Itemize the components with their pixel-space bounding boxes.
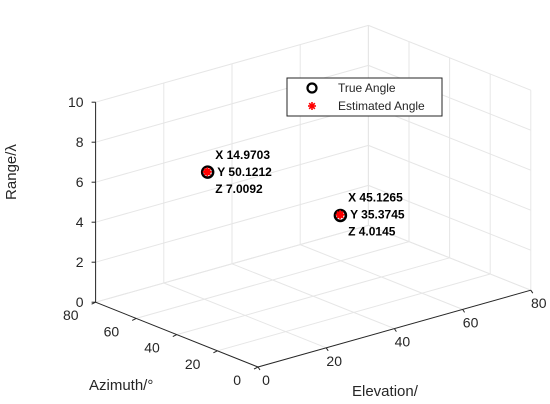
z-tick-label: 0 — [76, 294, 84, 310]
true-angle-point — [333, 208, 348, 223]
data-label-y: Y 35.3745 — [350, 208, 405, 222]
legend-estimated-label: Estimated Angle — [338, 99, 425, 113]
data-label-y: Y 50.1212 — [217, 165, 272, 179]
y-tick-label: 20 — [185, 356, 201, 372]
data-points — [200, 165, 348, 223]
legend-estimated-marker — [308, 102, 316, 110]
legend: True Angle Estimated Angle — [286, 77, 443, 117]
x-tick-mark — [257, 366, 261, 371]
data-label-z: Z 7.0092 — [215, 182, 263, 196]
z-tick-label: 2 — [76, 254, 84, 270]
z-tick-label: 8 — [76, 134, 84, 150]
x-tick-label: 0 — [262, 372, 270, 388]
x-tick-mark — [530, 289, 534, 294]
grid-line-back-z — [95, 144, 369, 223]
grid-line-side-z — [368, 224, 531, 291]
z-tick-label: 10 — [68, 94, 84, 110]
x-tick-mark — [462, 309, 466, 313]
estimated-angle-point — [335, 210, 345, 220]
grid-line-floor-y — [217, 273, 491, 352]
estimated-angle-point — [202, 167, 212, 177]
x-tick-label: 80 — [531, 295, 547, 311]
y-tick-label: 60 — [104, 323, 120, 339]
z-tick-label: 6 — [76, 174, 84, 190]
grid-line-floor-y — [176, 257, 450, 336]
legend-true-label: True Angle — [338, 81, 396, 95]
y-tick-mark — [172, 334, 178, 338]
grid-line-back-z — [95, 184, 369, 263]
grid-line-back-z — [95, 24, 369, 103]
grid-line-floor-y — [136, 241, 410, 319]
asterisk-stroke — [203, 168, 212, 176]
x-tick-mark — [325, 347, 329, 352]
grid-line-side-z — [368, 184, 531, 251]
legend-true-marker — [306, 82, 318, 94]
data-annotations: X 14.9703 Y 50.1212 Z 7.0092 X 45.1265 Y 35.… — [215, 148, 405, 239]
grid-line-back-z — [95, 224, 369, 303]
grid-line-back-z — [95, 104, 369, 183]
x-tick-label: 40 — [395, 334, 411, 350]
asterisk-stroke — [308, 102, 316, 110]
data-label-x: X 14.9703 — [215, 148, 270, 162]
grid-line-side-z — [368, 144, 531, 211]
asterisk-stroke — [336, 210, 344, 219]
data-label-x: X 45.1265 — [348, 191, 403, 205]
y-tick-label: 40 — [144, 340, 160, 356]
x-axis-label: Elevation/ — [352, 383, 419, 400]
axes — [91, 101, 534, 371]
grid-line-side-z — [368, 64, 531, 131]
data-label-z: Z 4.0145 — [348, 225, 396, 239]
true-angle-point — [200, 165, 215, 179]
z-tick-label: 4 — [76, 214, 84, 230]
y-tick-mark — [213, 350, 218, 354]
grid-line-side-z — [368, 24, 531, 91]
y-tick-label: 0 — [233, 372, 241, 388]
x-tick-label: 60 — [463, 314, 479, 330]
y-tick-mark — [131, 317, 137, 321]
y-tick-label: 80 — [63, 307, 79, 323]
x-tick-label: 20 — [326, 353, 342, 369]
z-axis-label: Range/λ — [3, 144, 20, 200]
x-tick-mark — [393, 328, 397, 332]
y-axis-label: Azimuth/° — [89, 377, 153, 394]
y-tick-mark — [253, 366, 259, 370]
